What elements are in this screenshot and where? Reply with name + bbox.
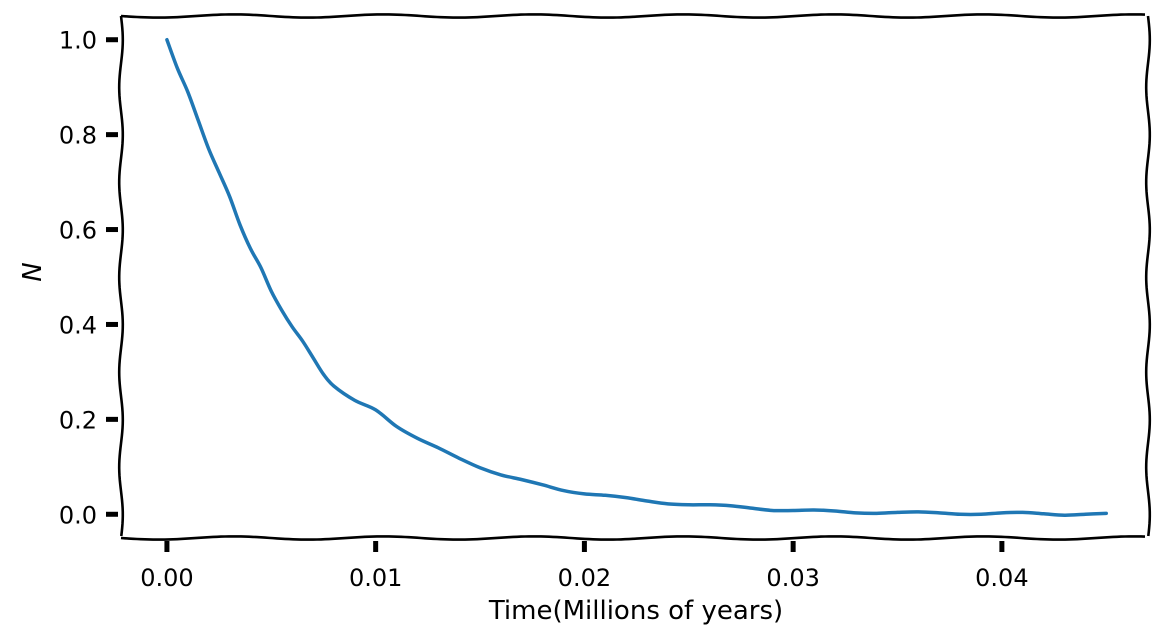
x-axis-title: Time(Millions of years) [488,596,783,626]
y-axis: 0.0 0.2 0.4 0.6 0.8 1.0 [59,27,118,529]
y-tick-label: 1.0 [59,27,97,55]
plot-frame [117,13,1152,541]
x-tick-label: 0.00 [140,564,193,592]
series-layer [165,37,1108,517]
y-tick-label: 0.0 [59,501,97,529]
series-line [165,37,1108,517]
frame-top [120,13,1146,19]
frame-left [117,15,125,537]
y-axis-title: N [18,262,48,281]
x-tick-label: 0.02 [558,564,611,592]
x-tick-label: 0.01 [349,564,402,592]
y-tick-label: 0.4 [59,311,97,339]
x-tick-label: 0.04 [975,564,1028,592]
frame-right [1144,15,1152,537]
y-tick-label: 0.6 [59,217,97,245]
x-axis: 0.00 0.01 0.02 0.03 0.04 [140,541,1029,592]
y-tick-label: 0.2 [59,406,97,434]
frame-bottom [120,535,1146,541]
x-tick-label: 0.03 [766,564,819,592]
y-tick-label: 0.8 [59,122,97,150]
